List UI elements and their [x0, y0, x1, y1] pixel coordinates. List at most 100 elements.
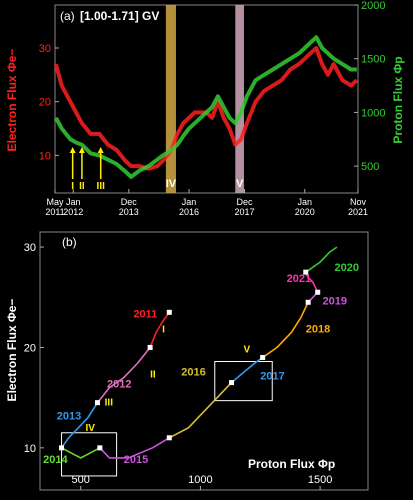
marker-2015: [97, 445, 103, 451]
panel-a-label: (a): [60, 9, 75, 23]
band-iv: [165, 5, 176, 193]
marker-2017: [229, 380, 235, 386]
panel-b-segments: [60, 246, 338, 459]
left-tick-label: 30: [39, 43, 51, 55]
year-label-2020: 2020: [334, 262, 358, 274]
x-tick-month: Jan: [182, 197, 197, 207]
x-tick-month: Jan: [66, 197, 81, 207]
left-tick-label: 10: [39, 150, 51, 162]
panel-a-bands: IV V: [166, 5, 244, 193]
y-tick-label: 20: [24, 342, 36, 354]
x-tick-year: 2017: [235, 207, 255, 217]
x-tick-month: May: [46, 197, 64, 207]
panel-a-title: [1.00-1.71] GV: [80, 9, 159, 23]
panel-b-ylabel: Electron Flux Φe−: [5, 299, 19, 402]
panel-a-right-ylabel: Proton Flux Φp: [391, 56, 405, 143]
marker-2014: [59, 445, 65, 451]
segment-2016: [168, 382, 233, 439]
series-electron: [53, 46, 359, 171]
arrow-label-iii: III: [97, 181, 106, 192]
year-label-2012: 2012: [107, 379, 131, 391]
year-label-2011: 2011: [133, 308, 157, 320]
segment-2014: [61, 447, 101, 459]
arrowhead-i: [69, 147, 76, 153]
segment-2017: [230, 356, 264, 384]
x-tick-label: 1000: [188, 474, 212, 486]
arrow-label-i: I: [71, 181, 74, 192]
right-tick-label: 500: [361, 161, 379, 173]
panel-b-y-ticks: 10 20 30: [24, 242, 44, 455]
x-tick-year: 2012: [63, 207, 83, 217]
marker-2011: [166, 309, 172, 315]
panel-b-markers: [59, 269, 321, 451]
left-tick-label: 20: [39, 97, 51, 109]
segment-2015: [99, 437, 170, 459]
y-tick-label: 30: [24, 242, 36, 254]
panel-b-plot-area: [39, 231, 369, 491]
right-tick-label: 1000: [361, 107, 385, 119]
marker-2012: [147, 344, 153, 350]
segment-2011: [149, 311, 170, 348]
panel-a-plot-area: [54, 4, 359, 194]
marker-2018: [260, 354, 266, 360]
right-tick-label: 2000: [361, 0, 385, 12]
year-label-2018: 2018: [306, 323, 330, 335]
x-tick-year: 2011: [45, 207, 64, 217]
x-tick-year: 2021: [348, 207, 368, 217]
year-label-2013: 2013: [57, 411, 81, 423]
x-tick-month: Nov: [350, 197, 367, 207]
x-tick-label: 1500: [308, 474, 332, 486]
panel-a-right-ticks: 500 1000 1500 2000: [354, 0, 385, 173]
panel-a-x-ticks: May2011Jan2012Dec2013Jan2016Dec2017Jan20…: [45, 189, 368, 217]
roman-v: V: [244, 344, 251, 355]
roman-ii: II: [150, 370, 156, 381]
x-tick-year: 2020: [295, 207, 315, 217]
arrowhead-ii: [78, 147, 85, 153]
segment-2020: [305, 246, 338, 273]
panel-a-left-ticks: 10 20 30: [39, 43, 59, 162]
roman-iv: IV: [85, 423, 95, 434]
zoom-box-2: [214, 361, 273, 402]
panel-b-year-labels: 2011 2012 2013 2014 2015 2016 2017 2018 2019 2021…: [43, 262, 359, 466]
marker-2016: [166, 435, 172, 441]
x-tick-year: 2016: [179, 207, 199, 217]
panel-a-left-ylabel: Electron Flux Φe−: [5, 49, 19, 152]
band-v: [235, 5, 244, 193]
segment-2013: [60, 402, 99, 449]
arrow-label-ii: II: [79, 181, 85, 192]
zoom-box-1: [61, 432, 118, 477]
x-tick-year: 2013: [119, 207, 139, 217]
year-label-2017: 2017: [260, 371, 284, 383]
segment-2021: [305, 271, 319, 293]
band-label-v: V: [236, 178, 244, 190]
x-tick-month: Dec: [121, 197, 138, 207]
year-label-2019: 2019: [323, 295, 347, 307]
arrowhead-iii: [97, 147, 104, 153]
marker-2021: [315, 289, 321, 295]
marker-2013: [94, 400, 100, 406]
panel-b-x-ticks: 500 1000 1500: [72, 474, 332, 490]
year-label-2014: 2014: [43, 454, 68, 466]
roman-iii: III: [105, 398, 114, 409]
panel-b-xlabel: Proton Flux Φp: [248, 457, 335, 471]
right-tick-label: 1500: [361, 54, 385, 66]
x-tick-label: 500: [72, 474, 90, 486]
panel-b-zoom-boxes: [61, 361, 273, 477]
year-label-2015: 2015: [124, 454, 148, 466]
x-tick-month: Dec: [237, 197, 254, 207]
series-proton: [54, 35, 357, 179]
y-tick-label: 10: [24, 443, 36, 455]
band-label-iv: IV: [166, 178, 177, 190]
panel-a-arrows: I II III: [69, 147, 106, 192]
roman-i: I: [162, 324, 165, 335]
segment-2012: [96, 346, 151, 404]
panel-a-series: [53, 35, 359, 179]
panel-b-label: (b): [62, 235, 77, 249]
marker-2020: [303, 269, 309, 275]
x-tick-month: Jan: [297, 197, 312, 207]
marker-2019: [305, 299, 311, 305]
